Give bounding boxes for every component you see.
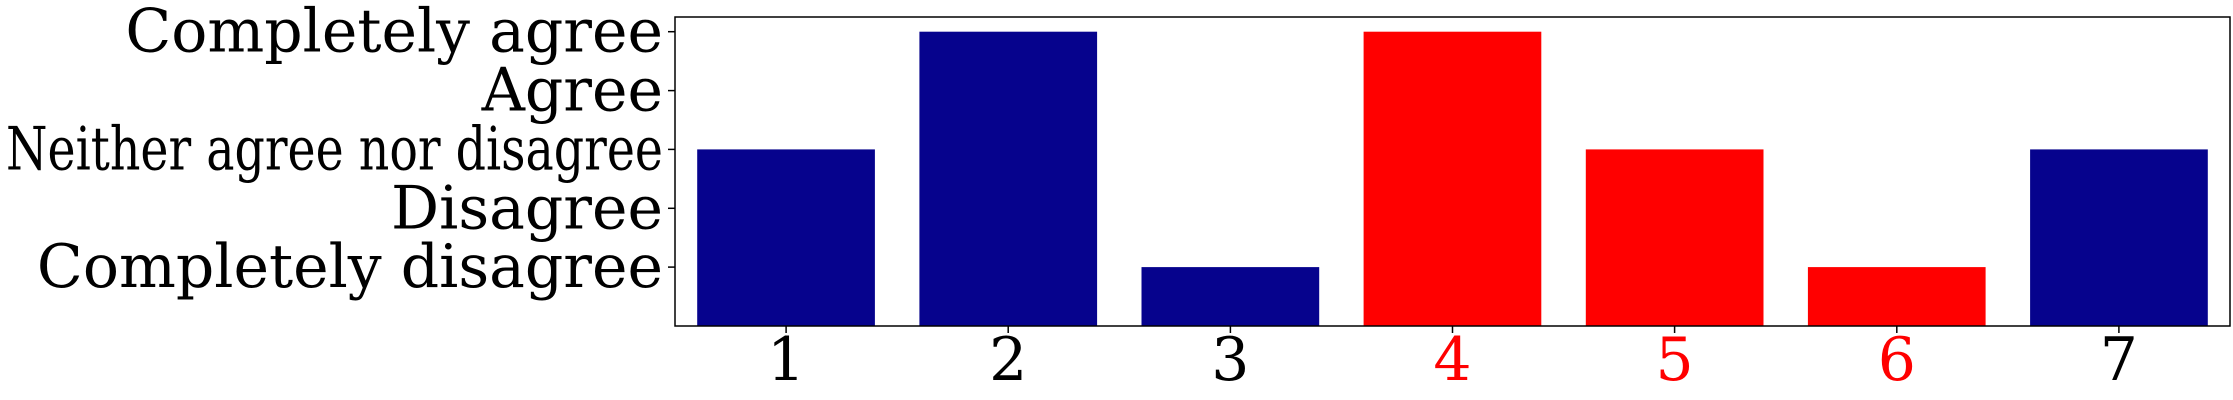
y-tick-label-2: Disagree bbox=[391, 173, 663, 243]
x-tick-label-2: 2 bbox=[989, 325, 1027, 395]
x-tick-label-4: 4 bbox=[1433, 325, 1471, 395]
bar-7 bbox=[2030, 149, 2208, 326]
x-tick-label-3: 3 bbox=[1211, 325, 1249, 395]
y-tick-label-1: Completely disagree bbox=[37, 232, 663, 302]
x-tick-label-6: 6 bbox=[1878, 325, 1916, 395]
bar-4 bbox=[1363, 31, 1542, 326]
bar-6 bbox=[1807, 267, 1986, 326]
x-tick-label-7: 7 bbox=[2100, 325, 2138, 395]
plot-area bbox=[697, 31, 2208, 326]
x-tick-label-5: 5 bbox=[1656, 325, 1694, 395]
x-tick-label-1: 1 bbox=[767, 325, 805, 395]
plot-frame bbox=[674, 16, 2231, 327]
y-tick-label-4: Agree bbox=[481, 56, 663, 126]
bar-5 bbox=[1585, 149, 1764, 326]
bar-1 bbox=[697, 149, 875, 326]
x-axis: 1 2 3 4 5 6 7 bbox=[767, 325, 2138, 395]
bar-3 bbox=[1141, 267, 1320, 326]
bar-2 bbox=[919, 31, 1098, 326]
y-tick-label-5: Completely agree bbox=[125, 0, 663, 67]
y-tick-label-3: Neither agree nor disagree bbox=[6, 114, 663, 184]
